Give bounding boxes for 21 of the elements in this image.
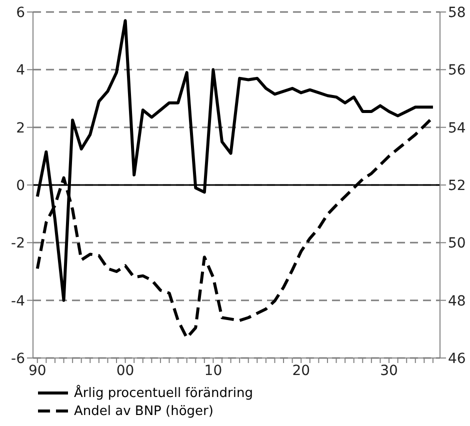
y2-tick-label: 54 [448,120,466,136]
y-tick-label: -2 [11,236,25,252]
legend-label: Andel av BNP (höger) [74,404,214,418]
y-tick-label: 6 [16,4,26,21]
x-tick-label: 30 [380,362,398,379]
y-tick-label: 4 [16,62,26,79]
y2-tick-label: 58 [448,4,466,21]
y-tick-label: -4 [11,293,26,310]
x-tick-label: 00 [116,362,134,379]
y-tick-label: 0 [16,178,25,194]
y2-tick-label: 52 [448,178,466,194]
y2-tick-label: 50 [448,236,466,252]
x-tick-label: 90 [28,362,46,379]
x-tick-label: 20 [292,362,310,379]
y2-tick-label: 48 [448,293,466,310]
y-tick-label: -6 [11,350,26,367]
legend-label: Årlig procentuell förändring [74,386,253,400]
y2-tick-label: 56 [448,62,466,79]
x-tick-label: 10 [204,362,222,379]
y2-tick-label: 46 [448,350,466,367]
y-tick-label: 2 [16,120,25,136]
